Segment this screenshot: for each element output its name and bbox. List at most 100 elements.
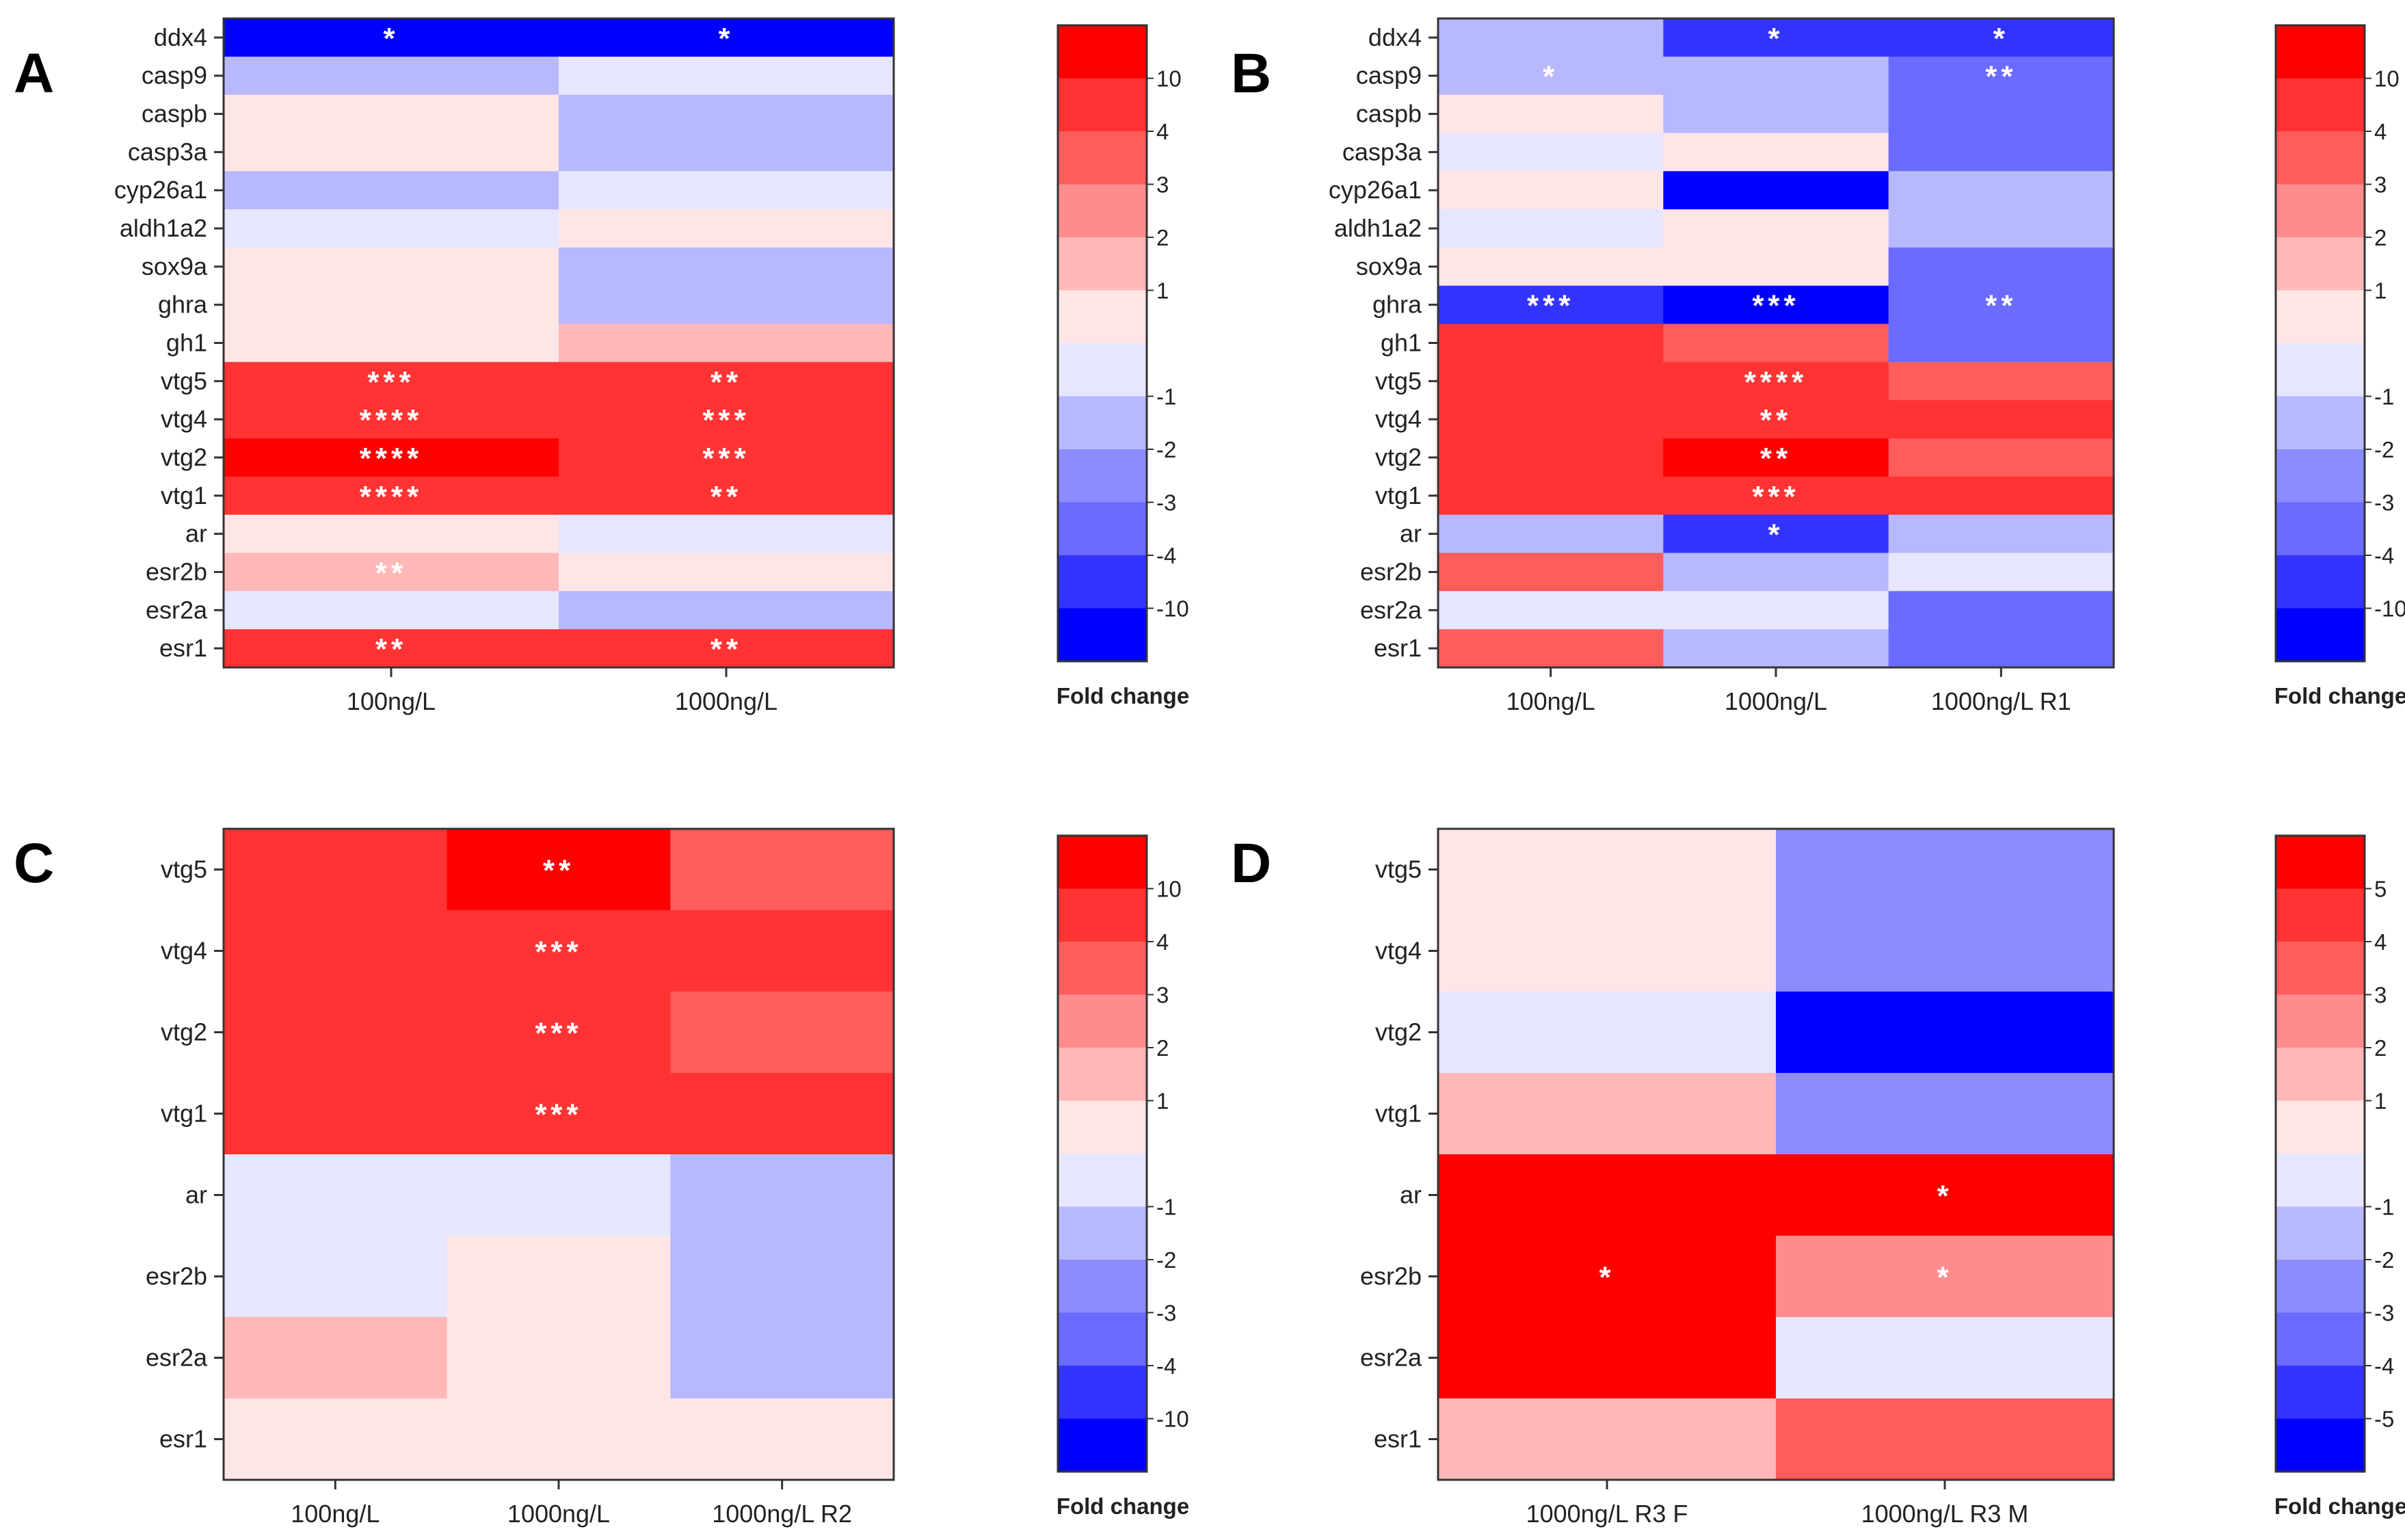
- heatmap-cell: [559, 209, 894, 248]
- row-label: ghra: [158, 291, 208, 319]
- significance-label: *: [383, 22, 399, 55]
- heatmap-cell: [1888, 18, 2114, 57]
- row-label: aldh1a2: [120, 214, 207, 242]
- column-label: 1000ng/L R3 F: [1526, 1500, 1688, 1528]
- heatmap-cell: [447, 829, 671, 911]
- heatmap-cell: [1663, 438, 1889, 477]
- heatmap-panel-b: B* ** ***** *** **************ddx4casp9caspb…: [1231, 17, 2405, 715]
- heatmap-panel-d: D * * * vtg5 vtg4 vtg2 vtg1 ar esr2b esr2a esr1 1000…: [1231, 827, 2405, 1528]
- heatmap-cell: [1438, 247, 1664, 287]
- heatmap-cell: [1663, 629, 1889, 668]
- heatmap-cell: [224, 171, 559, 210]
- significance-label: ****: [360, 442, 423, 475]
- legend-swatch: [1058, 1312, 1147, 1366]
- heatmap-cell: [224, 94, 559, 134]
- legend-tick-label: 3: [2374, 172, 2387, 198]
- heatmap-cell: [224, 1398, 448, 1481]
- legend-swatch: [2276, 1418, 2365, 1472]
- significance-label: ****: [1744, 365, 1808, 399]
- heatmap-cell: [559, 629, 894, 668]
- heatmap-cell: [224, 133, 559, 172]
- heatmap-cell: [559, 323, 894, 363]
- heatmap-cell: [224, 1073, 448, 1155]
- legend-tick-label: -10: [1156, 596, 1189, 622]
- significance-label: *: [1937, 1180, 1952, 1213]
- heatmap-cell: [224, 247, 559, 287]
- heatmap-cell: [1438, 553, 1664, 592]
- row-label: ddx4: [154, 23, 207, 51]
- significance-label: **: [710, 480, 742, 514]
- significance-label: **: [1985, 289, 2017, 323]
- legend-frame: [2274, 834, 2366, 1473]
- legend-swatch: [1058, 1260, 1147, 1314]
- heatmap-cell: [1663, 209, 1889, 248]
- legend-tick-label: -1: [1156, 384, 1176, 410]
- significance-label: *: [1993, 22, 2009, 55]
- heatmap-cell: [1888, 362, 2114, 401]
- legend-swatch: [1058, 184, 1147, 238]
- heatmap-cell: [447, 992, 671, 1074]
- heatmap-cell: [1438, 56, 1664, 96]
- column-label: 1000ng/L: [1725, 687, 1827, 715]
- column-label: 1000ng/L R3 M: [1861, 1500, 2029, 1528]
- heatmap-cell: [670, 992, 894, 1074]
- legend-swatch: [1058, 78, 1147, 132]
- row-label: ddx4: [1368, 23, 1422, 51]
- legend-swatch: [1058, 449, 1147, 503]
- heatmap-cell: [559, 285, 894, 325]
- row-label: vtg2: [161, 443, 207, 471]
- row-label: esr2a: [1360, 1344, 1422, 1372]
- legend-tick-label: 2: [2374, 225, 2387, 250]
- legend-swatch: [2276, 184, 2365, 238]
- legend-swatch: [2276, 836, 2365, 890]
- column-label: 1000ng/L R2: [712, 1500, 852, 1528]
- heatmap-cell: [1438, 323, 1664, 363]
- heatmap-cell: [1776, 1398, 2114, 1481]
- heatmap-cell: [1776, 992, 2114, 1074]
- heatmap-cell: [559, 171, 894, 210]
- legend-tick-label: 10: [1156, 66, 1182, 92]
- heatmap-cell: [1663, 362, 1889, 401]
- legend-swatch: [2276, 608, 2365, 662]
- legend-tick-label: -4: [2374, 543, 2394, 568]
- legend-swatch: [2276, 237, 2365, 291]
- legend-swatch: [1058, 942, 1147, 996]
- panel-letter-b: B: [1231, 42, 1271, 105]
- legend-tick-label: -1: [2374, 384, 2394, 410]
- heatmap-panel-c: C ***********vtg5vtg4vtg2vtg1aresr2besr2a…: [14, 827, 1189, 1528]
- heatmap-cell: [670, 1317, 894, 1399]
- significance-label: *: [1599, 1261, 1615, 1295]
- heatmap-cell: [1438, 1236, 1777, 1318]
- heatmap-cell: [1888, 56, 2114, 96]
- heatmap-cell: [1438, 133, 1664, 172]
- heatmap-cell: [559, 18, 894, 57]
- legend-swatch: [2276, 25, 2365, 79]
- column-label: 100ng/L: [347, 687, 436, 715]
- legend-swatch: [1058, 888, 1147, 942]
- legend-tick-label: 10: [2374, 66, 2400, 92]
- legend-tick-label: -1: [1156, 1195, 1176, 1220]
- heatmap-cell: [224, 476, 559, 516]
- row-label: esr1: [1374, 634, 1422, 662]
- legend-swatch: [2276, 555, 2365, 609]
- row-label: esr2a: [146, 596, 208, 624]
- row-label: cyp26a1: [114, 176, 207, 204]
- row-label: sox9a: [142, 252, 208, 280]
- heatmap-cell: [224, 56, 559, 96]
- legend-tick-label: -5: [2374, 1407, 2394, 1432]
- significance-label: ***: [702, 442, 749, 475]
- heatmap-cell: [670, 910, 894, 992]
- heatmap-cell: [559, 247, 894, 287]
- legend-tick-label: 2: [1156, 1035, 1169, 1061]
- heatmap-cell: [224, 323, 559, 363]
- heatmap-cell: [1438, 400, 1664, 439]
- panels: A* **** ****** ******* ******* ****** **ddx4ca…: [14, 17, 2405, 1528]
- row-label: vtg4: [1375, 405, 1422, 433]
- legend-swatch: [2276, 343, 2365, 397]
- legend-swatch: [1058, 1154, 1147, 1208]
- row-label: esr2b: [1360, 557, 1422, 585]
- row-label: gh1: [1381, 329, 1422, 357]
- legend-frame: [2274, 24, 2366, 663]
- significance-label: ***: [1527, 289, 1574, 323]
- legend-tick-label: -2: [1156, 1247, 1176, 1273]
